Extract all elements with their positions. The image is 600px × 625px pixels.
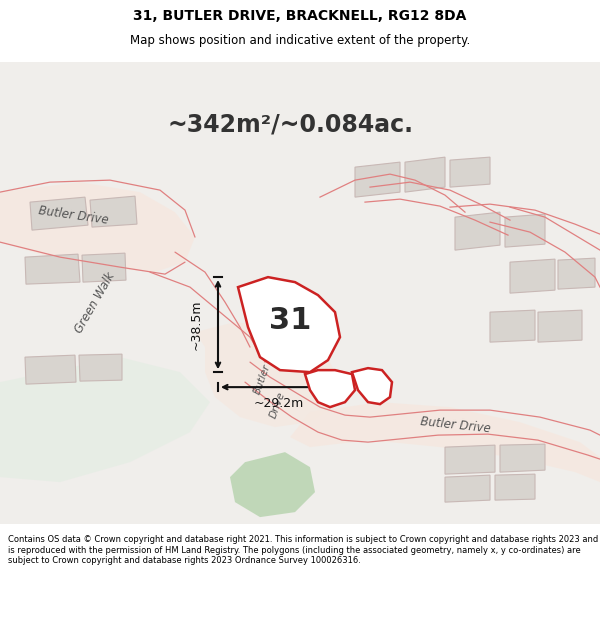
Polygon shape: [0, 357, 210, 482]
Polygon shape: [195, 322, 340, 427]
Polygon shape: [505, 214, 545, 247]
Text: 31: 31: [269, 306, 311, 334]
Polygon shape: [305, 370, 355, 407]
Polygon shape: [558, 258, 595, 289]
Polygon shape: [238, 277, 340, 372]
Polygon shape: [352, 368, 392, 404]
Polygon shape: [445, 475, 490, 502]
Text: Map shows position and indicative extent of the property.: Map shows position and indicative extent…: [130, 34, 470, 47]
Text: ~342m²/~0.084ac.: ~342m²/~0.084ac.: [167, 112, 413, 136]
Polygon shape: [490, 310, 535, 342]
Polygon shape: [290, 402, 600, 482]
Polygon shape: [510, 259, 555, 293]
Text: ~38.5m: ~38.5m: [190, 299, 203, 350]
Polygon shape: [25, 254, 80, 284]
Polygon shape: [455, 212, 500, 250]
Text: Butler Drive: Butler Drive: [38, 204, 110, 227]
Text: 31, BUTLER DRIVE, BRACKNELL, RG12 8DA: 31, BUTLER DRIVE, BRACKNELL, RG12 8DA: [133, 9, 467, 23]
Text: Green Walk: Green Walk: [73, 270, 118, 335]
Polygon shape: [25, 355, 76, 384]
Polygon shape: [450, 157, 490, 187]
Text: Drive: Drive: [269, 391, 287, 420]
Text: Butler: Butler: [252, 363, 272, 396]
Polygon shape: [355, 162, 400, 197]
Polygon shape: [79, 354, 122, 381]
Text: Butler Drive: Butler Drive: [420, 415, 491, 435]
Polygon shape: [0, 182, 195, 272]
Text: Contains OS data © Crown copyright and database right 2021. This information is : Contains OS data © Crown copyright and d…: [8, 535, 598, 565]
Polygon shape: [230, 452, 315, 517]
Polygon shape: [538, 310, 582, 342]
Polygon shape: [500, 444, 545, 472]
Text: ~29.2m: ~29.2m: [254, 397, 304, 409]
Polygon shape: [405, 157, 445, 192]
Polygon shape: [90, 196, 137, 227]
Polygon shape: [495, 474, 535, 500]
Polygon shape: [30, 197, 88, 230]
Polygon shape: [445, 445, 495, 474]
Polygon shape: [82, 253, 126, 282]
